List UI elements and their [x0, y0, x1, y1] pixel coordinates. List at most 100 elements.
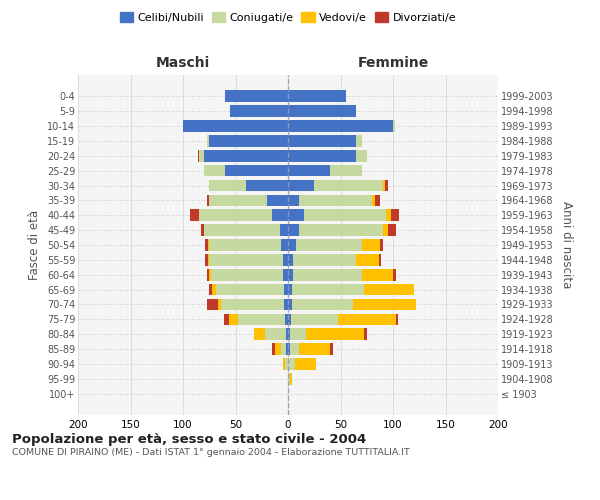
Bar	[205, 239, 208, 251]
Bar	[209, 239, 281, 251]
Bar	[338, 314, 396, 325]
Bar	[204, 165, 225, 176]
Bar	[207, 194, 209, 206]
Bar	[246, 180, 288, 192]
Bar	[275, 344, 281, 355]
Bar	[379, 254, 382, 266]
Bar	[209, 194, 267, 206]
Bar	[288, 224, 299, 236]
Bar	[292, 298, 353, 310]
Bar	[388, 224, 396, 236]
Bar	[207, 269, 209, 280]
Bar	[290, 344, 299, 355]
Bar	[288, 165, 330, 176]
Bar	[211, 269, 283, 280]
Bar	[299, 224, 383, 236]
Bar	[286, 328, 288, 340]
Bar	[296, 239, 361, 251]
Bar	[215, 284, 284, 296]
Text: Maschi: Maschi	[156, 56, 210, 70]
Bar	[265, 328, 286, 340]
Bar	[290, 328, 306, 340]
Bar	[207, 298, 218, 310]
Bar	[288, 210, 304, 221]
Bar	[288, 358, 295, 370]
Bar	[288, 239, 296, 251]
Bar	[218, 298, 221, 310]
Text: Femmine: Femmine	[358, 56, 428, 70]
Bar	[292, 284, 364, 296]
Bar	[293, 254, 356, 266]
Bar	[306, 328, 364, 340]
Y-axis label: Anni di nascita: Anni di nascita	[560, 202, 573, 288]
Bar	[283, 358, 285, 370]
Bar	[356, 150, 367, 162]
Bar	[290, 373, 292, 384]
Text: Popolazione per età, sesso e stato civile - 2004: Popolazione per età, sesso e stato civil…	[12, 432, 366, 446]
Bar	[314, 180, 383, 192]
Bar	[288, 90, 346, 102]
Bar	[229, 314, 238, 325]
Bar	[285, 358, 288, 370]
Bar	[330, 344, 333, 355]
Bar	[353, 298, 416, 310]
Bar	[288, 373, 290, 384]
Bar	[295, 358, 316, 370]
Bar	[356, 254, 379, 266]
Bar	[293, 269, 361, 280]
Bar	[267, 194, 288, 206]
Bar	[208, 254, 209, 266]
Bar	[285, 314, 288, 325]
Bar	[288, 180, 314, 192]
Bar	[383, 224, 388, 236]
Text: COMUNE DI PIRAINO (ME) - Dati ISTAT 1° gennaio 2004 - Elaborazione TUTTITALIA.IT: COMUNE DI PIRAINO (ME) - Dati ISTAT 1° g…	[12, 448, 410, 457]
Bar	[383, 180, 385, 192]
Bar	[288, 344, 290, 355]
Bar	[356, 135, 361, 146]
Bar	[299, 194, 372, 206]
Bar	[208, 239, 209, 251]
Bar	[288, 135, 356, 146]
Bar	[197, 150, 199, 162]
Bar	[283, 254, 288, 266]
Bar	[391, 210, 400, 221]
Bar	[224, 314, 229, 325]
Bar	[288, 106, 356, 117]
Bar	[190, 210, 199, 221]
Bar	[209, 180, 246, 192]
Legend: Celibi/Nubili, Coniugati/e, Vedovi/e, Divorziati/e: Celibi/Nubili, Coniugati/e, Vedovi/e, Di…	[115, 8, 461, 28]
Bar	[209, 135, 288, 146]
Bar	[272, 210, 288, 221]
Bar	[288, 314, 291, 325]
Bar	[283, 269, 288, 280]
Bar	[288, 298, 292, 310]
Bar	[364, 328, 367, 340]
Bar	[299, 344, 330, 355]
Bar	[288, 269, 293, 280]
Bar	[380, 239, 383, 251]
Bar	[330, 165, 361, 176]
Bar	[288, 254, 293, 266]
Bar	[209, 254, 283, 266]
Bar	[361, 269, 393, 280]
Bar	[225, 90, 288, 102]
Bar	[199, 210, 272, 221]
Bar	[385, 180, 388, 192]
Bar	[199, 150, 204, 162]
Bar	[281, 239, 288, 251]
Bar	[375, 194, 380, 206]
Bar	[361, 239, 380, 251]
Bar	[221, 298, 284, 310]
Bar	[280, 224, 288, 236]
Bar	[183, 120, 288, 132]
Bar	[225, 165, 288, 176]
Bar	[393, 269, 396, 280]
Bar	[284, 298, 288, 310]
Bar	[393, 120, 395, 132]
Bar	[288, 284, 292, 296]
Bar	[254, 328, 265, 340]
Bar	[201, 224, 204, 236]
Bar	[272, 344, 275, 355]
Bar	[364, 284, 414, 296]
Bar	[207, 135, 209, 146]
